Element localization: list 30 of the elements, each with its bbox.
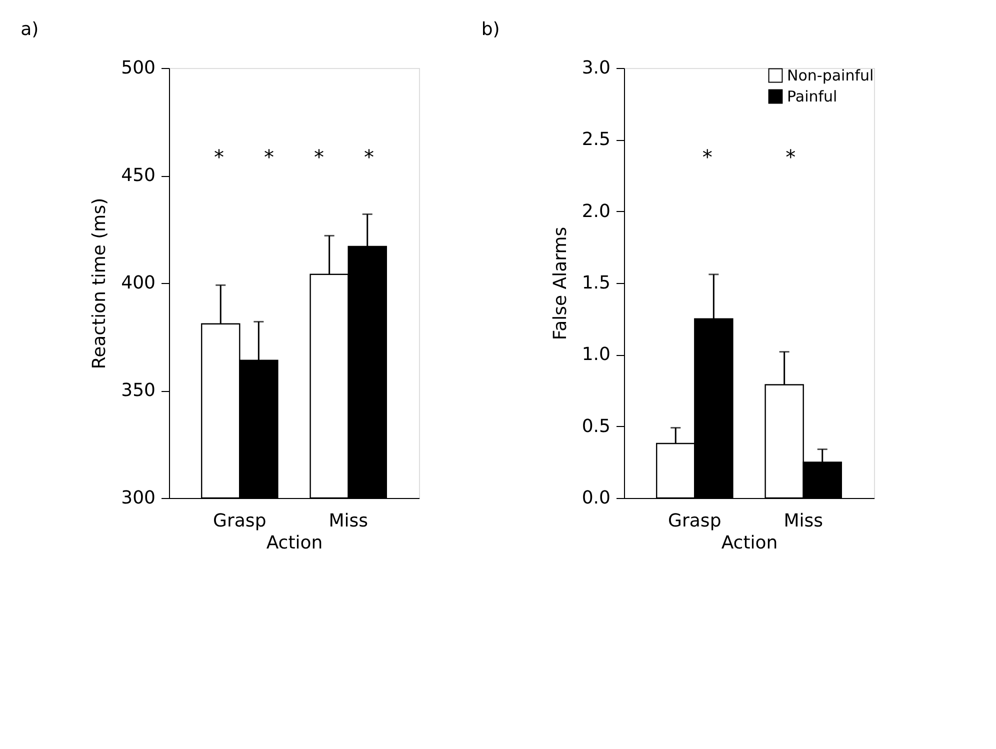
y-tick-label: 0.0 [582,488,610,508]
y-axis-title: False Alarms [550,226,571,340]
x-axis-title: Action [266,532,323,554]
y-tick-label: 500 [121,58,156,78]
y-tick-label: 2.0 [582,200,610,222]
y-tick-label: 450 [121,165,156,186]
chart-title: b) [481,19,500,40]
annotation: * [264,145,274,169]
x-tick-label: Grasp [668,510,722,532]
y-tick-label: 1.0 [582,344,610,366]
chart-title: a) [20,19,39,40]
annotation: * [214,145,224,169]
legend-label: Non-painful [787,66,874,84]
y-tick-label: 2.5 [582,129,610,150]
x-tick-label: Miss [784,510,823,532]
y-tick-label: 400 [121,272,156,294]
y-tick-label: 3.0 [582,58,610,78]
x-axis-title: Action [721,532,778,554]
annotation: * [786,145,796,169]
y-tick-label: 300 [121,488,156,508]
y-axis-title: Reaction time (ms) [89,198,110,370]
x-tick-label: Grasp [213,510,266,532]
annotation: * [314,145,324,169]
legend-label: Painful [787,88,838,106]
annotation: * [364,145,374,169]
annotation: * [702,145,712,169]
y-tick-label: 350 [121,380,156,401]
y-tick-label: 1.5 [582,272,610,294]
y-tick-label: 0.5 [582,416,610,437]
x-tick-label: Miss [328,510,368,532]
